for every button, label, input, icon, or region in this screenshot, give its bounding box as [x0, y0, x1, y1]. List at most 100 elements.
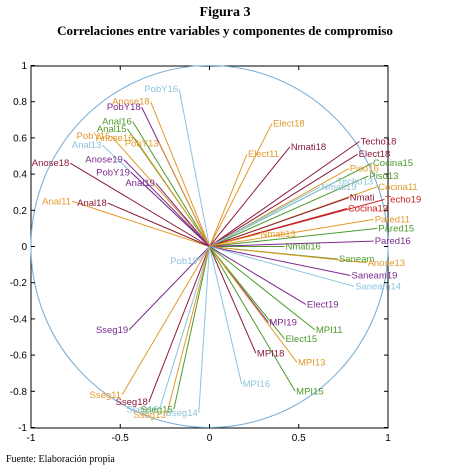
vector-label: Sseg11: [90, 390, 122, 401]
vector-line: [209, 246, 351, 276]
vector-label: Techo18: [360, 137, 396, 148]
vector-label: Cocina11: [378, 182, 417, 193]
vector-label: Anal15: [97, 124, 127, 135]
vector-line: [209, 246, 316, 331]
vector-label: Elect15: [285, 334, 317, 345]
x-tick-label: -1: [27, 433, 36, 444]
vector-label: Anal18: [77, 198, 107, 209]
x-tick-label: 0.5: [292, 433, 306, 444]
vector-label: MPI18: [257, 348, 284, 359]
vector-line: [173, 246, 210, 410]
vector-line: [70, 162, 210, 247]
vector-label: Anose16: [96, 133, 134, 144]
vector-label: MPI15: [296, 386, 323, 397]
vector-label: Saneam14: [355, 281, 401, 292]
vector-label: Anose13: [368, 258, 406, 269]
vector-label: Anal16: [102, 117, 132, 128]
vector-label: Saneam19: [352, 270, 398, 281]
vector-line: [132, 121, 210, 247]
vector-line: [134, 137, 210, 247]
vector-line: [209, 186, 321, 247]
axis-ticks: -1 -0.5 0 0.5 1 1 0.8 0.6 0.4 0.2 0 -0.2 -0.4 -0.6 -0.…: [10, 61, 391, 444]
y-tick-label: 0.4: [13, 170, 27, 181]
vector-line: [209, 218, 374, 247]
vector-label: Nmati16: [285, 242, 320, 253]
x-tick-label: 0: [207, 433, 213, 444]
vector-label: Saneam: [339, 254, 374, 265]
vector-line: [209, 141, 360, 247]
vector-line: [209, 208, 348, 247]
figure-title: Figura 3: [199, 5, 251, 20]
vector-label: Pob19: [170, 256, 197, 267]
vector-line: [150, 101, 210, 247]
vector-line: [198, 246, 210, 414]
vector-label: Sseg13: [133, 410, 165, 421]
vector-line: [209, 246, 367, 264]
vector-label: PobY16: [144, 84, 178, 95]
vector-line: [209, 246, 307, 305]
y-tick-label: 0.2: [13, 206, 27, 217]
vector-line: [209, 154, 248, 247]
vector-label: Piso13: [369, 171, 398, 182]
vector-line: [209, 246, 257, 354]
vector-line: [209, 197, 349, 247]
vector-line: [128, 246, 210, 331]
vector-line: [209, 175, 369, 247]
vector-line: [209, 240, 374, 247]
vector-label: Anose18: [112, 97, 150, 108]
vector-label: Elect18: [273, 118, 305, 129]
vector-line: [166, 246, 210, 415]
vector-label: MPI19: [269, 318, 296, 329]
vector-line: [209, 246, 296, 392]
vector-label: PobY19: [96, 167, 130, 178]
vector-label: Nmati19: [321, 182, 356, 193]
vector-line: [209, 246, 298, 363]
vector-label: Piso16: [350, 164, 379, 175]
vector-label: Elect18: [359, 149, 391, 160]
vector-line: [121, 246, 210, 396]
vector-label: Cocina13: [348, 203, 388, 214]
vector-label: Anose19: [85, 155, 123, 166]
vector-line: [110, 135, 210, 247]
vector-label: MPI13: [298, 357, 325, 368]
vector-label: Anal19: [125, 178, 155, 189]
vector-label: PobY13: [125, 138, 159, 149]
vector-label: Elect19: [307, 299, 339, 310]
vector-label: Elect11: [248, 149, 279, 160]
vector-line: [209, 227, 378, 247]
vector-line: [209, 146, 291, 247]
y-tick-label: -0.8: [10, 387, 28, 398]
vector-label: Sseg15: [141, 404, 173, 415]
vector-label: Nmati: [350, 193, 375, 204]
vector-label: Cocina15: [373, 158, 413, 169]
vector-line: [209, 123, 273, 247]
vector-label: Pared11: [375, 214, 410, 225]
vector-label: Techo13: [337, 176, 373, 187]
correlation-biplot: -1 -0.5 0 0.5 1 1 0.8 0.6 0.4 0.2 0 -0.2 -0.4 -0.6 -0.…: [10, 61, 422, 444]
x-tick-label: -0.5: [112, 433, 130, 444]
vector-label: Anal11: [42, 196, 71, 207]
vector-line: [71, 200, 210, 247]
vector-label: Pared16: [375, 236, 411, 247]
vector-label: Sseg19: [96, 325, 128, 336]
vector-label: Sseg16: [126, 404, 158, 415]
vector-label: Anose18: [32, 158, 70, 169]
y-tick-label: 1: [21, 61, 27, 72]
vector-line: [209, 153, 358, 247]
y-tick-label: 0: [21, 242, 27, 253]
y-tick-label: -0.4: [10, 314, 28, 325]
vector-label: Nmati13: [260, 229, 295, 240]
vector-label: Sseg14: [166, 408, 198, 419]
vector-line: [130, 171, 210, 247]
vector-label-group: PobY16Anose18PobY18Anal16Anal15Anose16Po…: [32, 84, 422, 421]
figure-source: Fuente: Elaboración propia: [6, 454, 115, 465]
vector-line: [178, 88, 210, 247]
vector-line: [209, 246, 243, 385]
vector-label: PobY18: [107, 102, 141, 113]
vector-label: Anal13: [72, 140, 102, 151]
figure-subtitle: Correlaciones entre variables y componen…: [57, 23, 393, 38]
vector-line: [209, 233, 260, 247]
vector-label: MPI11: [316, 325, 343, 336]
vector-label: Sseg18: [116, 397, 148, 408]
vector-line: [123, 159, 210, 247]
